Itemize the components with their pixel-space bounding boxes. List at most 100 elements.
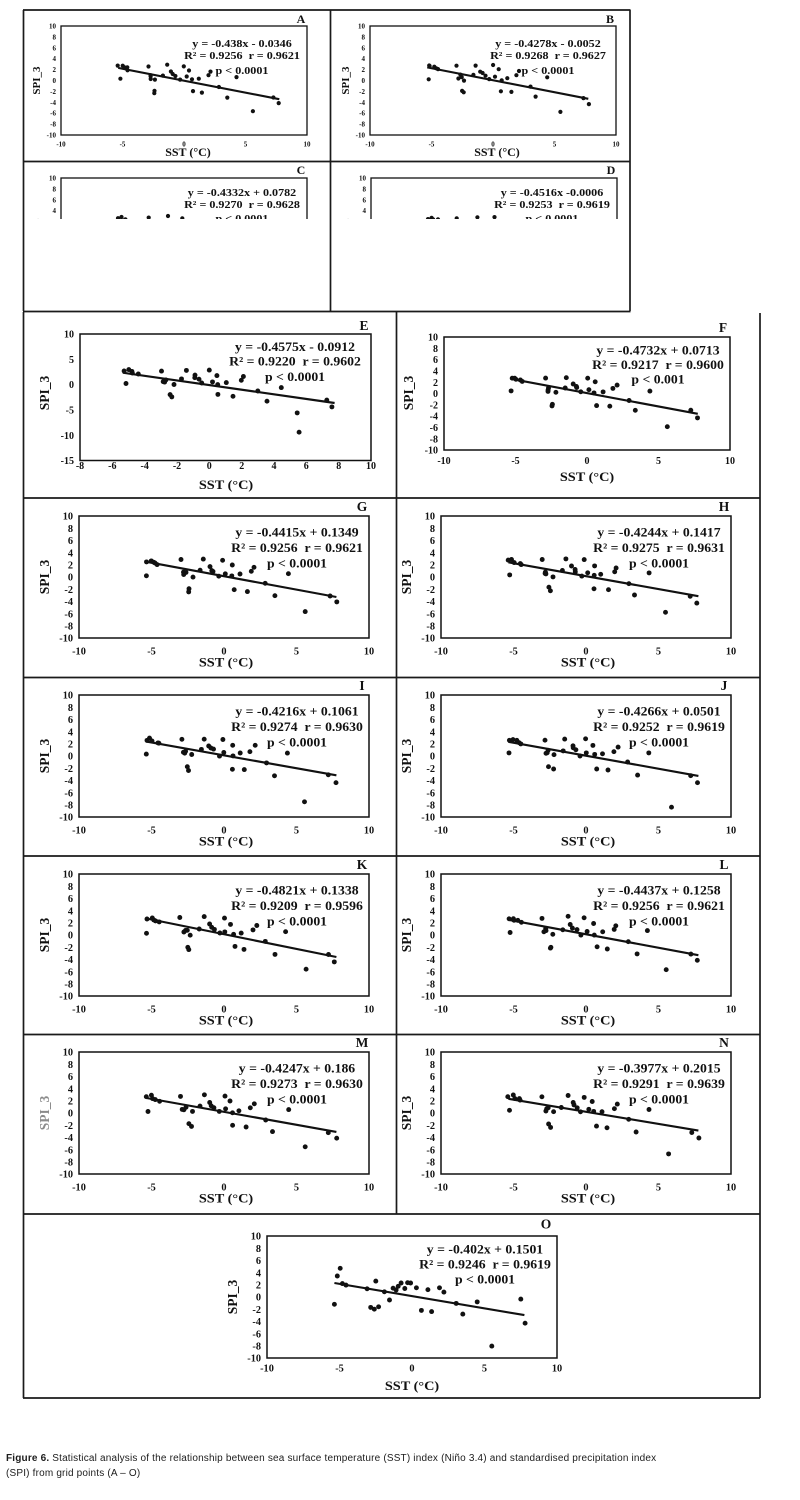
svg-text:0: 0 xyxy=(221,1183,226,1194)
svg-text:0: 0 xyxy=(68,931,73,942)
svg-text:R² = 0.9274 r = 0.9630: R² = 0.9274 r = 0.9630 xyxy=(231,720,363,734)
svg-text:10: 10 xyxy=(364,1005,374,1016)
svg-text:-10: -10 xyxy=(434,1005,448,1016)
svg-text:6: 6 xyxy=(363,196,367,204)
svg-text:5: 5 xyxy=(69,355,74,366)
svg-text:5: 5 xyxy=(656,647,661,658)
svg-text:-10: -10 xyxy=(59,634,73,645)
svg-text:10: 10 xyxy=(49,175,57,183)
svg-text:0: 0 xyxy=(409,1364,414,1375)
svg-text:-10: -10 xyxy=(47,284,57,292)
svg-text:K: K xyxy=(357,857,368,872)
svg-text:-10: -10 xyxy=(366,293,376,301)
svg-text:0: 0 xyxy=(68,573,73,584)
svg-text:-10: -10 xyxy=(421,634,435,645)
svg-text:8: 8 xyxy=(256,1244,261,1255)
svg-text:0: 0 xyxy=(583,826,588,837)
svg-text:8: 8 xyxy=(430,1060,435,1071)
svg-text:y = -0.4516x -0.0006: y = -0.4516x -0.0006 xyxy=(501,188,604,199)
svg-text:-10: -10 xyxy=(434,647,448,658)
svg-text:p < 0.0001: p < 0.0001 xyxy=(526,214,579,225)
svg-text:-4: -4 xyxy=(252,1317,261,1328)
svg-text:5: 5 xyxy=(294,826,299,837)
svg-text:-2: -2 xyxy=(64,1121,73,1132)
svg-text:SPI_3: SPI_3 xyxy=(225,1279,240,1314)
svg-text:-2: -2 xyxy=(360,240,366,248)
svg-text:-8: -8 xyxy=(426,801,435,812)
svg-text:4: 4 xyxy=(68,727,73,738)
svg-text:y = -0.4266x + 0.0501: y = -0.4266x + 0.0501 xyxy=(597,704,720,718)
svg-text:y = -0.3977x + 0.2015: y = -0.3977x + 0.2015 xyxy=(597,1061,721,1075)
svg-text:-8: -8 xyxy=(430,434,438,445)
svg-text:p < 0.0001: p < 0.0001 xyxy=(455,1272,515,1286)
svg-text:SST (°C): SST (°C) xyxy=(561,1013,615,1028)
svg-text:2: 2 xyxy=(53,218,57,226)
svg-text:-5: -5 xyxy=(509,647,518,658)
svg-text:4: 4 xyxy=(430,548,435,559)
svg-text:10: 10 xyxy=(251,1232,261,1243)
svg-text:p < 0.0001: p < 0.0001 xyxy=(267,556,327,570)
svg-text:2: 2 xyxy=(53,66,57,74)
svg-text:R² = 0.9275 r = 0.9631: R² = 0.9275 r = 0.9631 xyxy=(593,541,725,555)
svg-text:R² = 0.9273 r = 0.9630: R² = 0.9273 r = 0.9630 xyxy=(231,1077,363,1091)
svg-text:y = -0.4332x + 0.0782: y = -0.4332x + 0.0782 xyxy=(188,188,297,199)
svg-text:-8: -8 xyxy=(64,801,73,812)
svg-text:10: 10 xyxy=(425,870,435,881)
svg-text:10: 10 xyxy=(364,647,374,658)
svg-text:10: 10 xyxy=(425,512,435,523)
svg-text:6: 6 xyxy=(430,1072,435,1083)
svg-text:R² = 0.9252 r = 0.9619: R² = 0.9252 r = 0.9619 xyxy=(593,720,725,734)
svg-text:0: 0 xyxy=(221,1005,226,1016)
svg-text:D: D xyxy=(607,163,616,177)
svg-text:-6: -6 xyxy=(359,110,365,118)
svg-text:SST (°C): SST (°C) xyxy=(474,145,520,159)
svg-text:E: E xyxy=(359,318,368,333)
svg-text:2: 2 xyxy=(68,1097,73,1108)
svg-text:-8: -8 xyxy=(252,1342,261,1353)
svg-text:-8: -8 xyxy=(64,1158,73,1169)
svg-text:-5: -5 xyxy=(120,293,126,301)
svg-text:SPI_3: SPI_3 xyxy=(399,559,414,594)
svg-text:-6: -6 xyxy=(64,609,73,620)
svg-text:0: 0 xyxy=(491,141,495,149)
svg-text:SPI_3: SPI_3 xyxy=(31,66,43,95)
svg-text:-10: -10 xyxy=(72,826,86,837)
svg-text:-10: -10 xyxy=(434,1183,448,1194)
svg-text:-6: -6 xyxy=(426,1145,435,1156)
svg-text:2: 2 xyxy=(68,919,73,930)
svg-text:2: 2 xyxy=(362,66,366,74)
svg-text:-8: -8 xyxy=(359,121,365,129)
svg-text:R² = 0.9209 r = 0.9596: R² = 0.9209 r = 0.9596 xyxy=(231,899,363,913)
svg-text:-4: -4 xyxy=(426,597,435,608)
svg-text:I: I xyxy=(359,678,364,693)
svg-text:2: 2 xyxy=(430,561,435,572)
svg-text:0: 0 xyxy=(53,229,57,237)
svg-text:0: 0 xyxy=(221,647,226,658)
svg-text:-4: -4 xyxy=(426,776,435,787)
svg-text:SPI_3: SPI_3 xyxy=(399,917,414,952)
svg-text:-6: -6 xyxy=(252,1329,261,1340)
svg-text:-4: -4 xyxy=(359,99,365,107)
svg-text:-10: -10 xyxy=(47,132,57,140)
svg-text:SST (°C): SST (°C) xyxy=(199,655,253,670)
svg-text:-6: -6 xyxy=(50,262,56,270)
svg-text:-2: -2 xyxy=(359,88,365,96)
svg-text:y = -0.4437x + 0.1258: y = -0.4437x + 0.1258 xyxy=(597,883,721,897)
svg-text:p < 0.0001: p < 0.0001 xyxy=(629,914,689,928)
svg-text:SPI_3: SPI_3 xyxy=(37,559,52,594)
svg-text:-4: -4 xyxy=(64,776,73,787)
svg-text:0: 0 xyxy=(207,461,212,472)
svg-text:0: 0 xyxy=(182,141,186,149)
svg-text:-5: -5 xyxy=(66,406,74,417)
svg-text:-6: -6 xyxy=(50,110,56,118)
svg-text:y = -0.402x + 0.1501: y = -0.402x + 0.1501 xyxy=(427,1242,543,1256)
svg-text:0: 0 xyxy=(433,389,438,400)
svg-text:6: 6 xyxy=(68,894,73,905)
svg-text:SPI_3: SPI_3 xyxy=(31,218,43,247)
svg-text:-8: -8 xyxy=(426,622,435,633)
svg-text:2: 2 xyxy=(433,378,438,389)
svg-text:-10: -10 xyxy=(356,132,366,140)
svg-text:y = -0.4244x + 0.1417: y = -0.4244x + 0.1417 xyxy=(597,525,721,539)
svg-text:5: 5 xyxy=(244,293,248,301)
svg-text:8: 8 xyxy=(430,524,435,535)
